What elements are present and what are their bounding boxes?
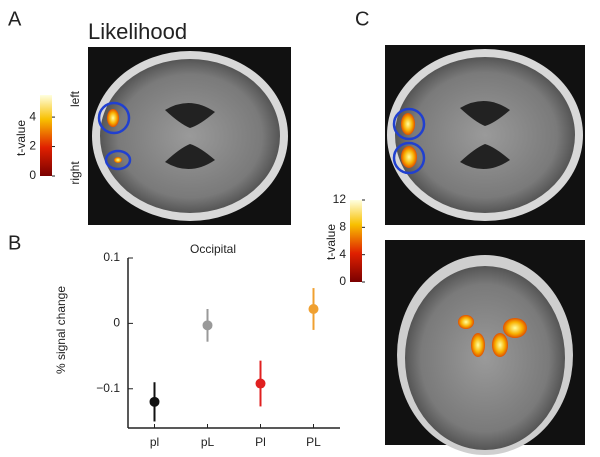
brain-axial-a xyxy=(88,47,291,225)
data-point xyxy=(202,320,213,331)
colorbar-tick-label: 4 xyxy=(339,247,346,261)
colorbar-label: t-value xyxy=(324,224,338,260)
orientation-label: right xyxy=(68,161,82,185)
data-point xyxy=(149,396,160,407)
y-tick-label: 0 xyxy=(113,316,120,330)
x-tick-label: Pl xyxy=(255,435,266,449)
orientation-label: left xyxy=(68,90,82,107)
chart-title: Occipital xyxy=(190,242,236,256)
map-title: Likelihood xyxy=(88,19,187,44)
panel-label: C xyxy=(355,8,369,30)
y-tick-label: 0.1 xyxy=(103,250,120,264)
colorbar-c xyxy=(350,200,362,282)
x-tick-label: pl xyxy=(150,435,159,449)
colorbar-tick-label: 0 xyxy=(29,168,36,182)
y-tick-label: −0.1 xyxy=(96,381,120,395)
y-axis-label: % signal change xyxy=(54,286,68,374)
panel-label: B xyxy=(8,232,21,254)
x-tick-label: PL xyxy=(306,435,321,449)
x-tick-label: pL xyxy=(201,435,215,449)
colorbar-tick-label: 4 xyxy=(29,109,36,123)
data-point xyxy=(308,304,319,314)
colorbar-tick-label: 0 xyxy=(339,274,346,288)
data-point xyxy=(255,378,266,389)
colorbar-label: t-value xyxy=(14,120,28,156)
brain-axial-c xyxy=(385,45,585,225)
colorbar-tick-label: 8 xyxy=(339,220,346,234)
panel-label: A xyxy=(8,8,22,30)
colorbar-tick-label: 2 xyxy=(29,139,36,153)
brain-coronal-c xyxy=(385,240,585,455)
colorbar-tick-label: 12 xyxy=(333,192,347,206)
colorbar-a xyxy=(40,95,52,176)
